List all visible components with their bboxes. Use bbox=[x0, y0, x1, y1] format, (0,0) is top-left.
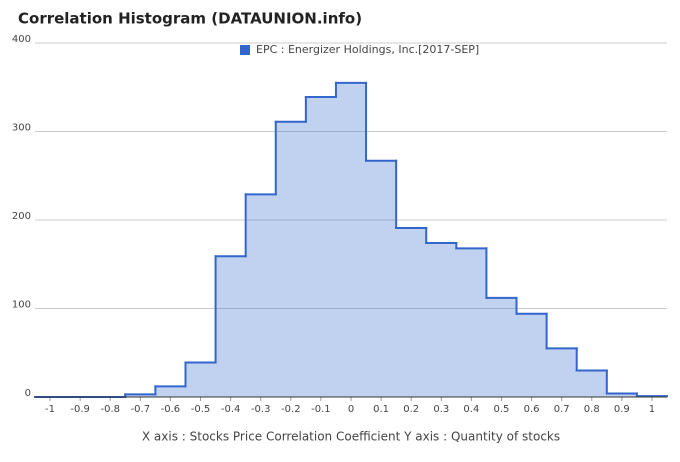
x-tick-label: -1 bbox=[45, 404, 55, 415]
x-tick-label: 1 bbox=[649, 404, 655, 415]
x-tick-label: 0.7 bbox=[554, 404, 570, 415]
x-tick-label: -0.3 bbox=[251, 404, 271, 415]
x-tick-label: -0.4 bbox=[221, 404, 241, 415]
bar bbox=[606, 393, 637, 397]
y-tick-label: 0 bbox=[25, 388, 31, 399]
bar bbox=[366, 160, 397, 397]
bar bbox=[125, 394, 156, 397]
bar bbox=[245, 194, 276, 397]
chart-title: Correlation Histogram (DATAUNION.info) bbox=[18, 10, 362, 28]
y-tick-label: 400 bbox=[12, 34, 31, 45]
legend-swatch bbox=[240, 45, 250, 55]
x-tick-label: -0.5 bbox=[191, 404, 211, 415]
x-tick-label: 0.9 bbox=[614, 404, 630, 415]
x-tick-label: 0.1 bbox=[373, 404, 389, 415]
x-tick-label: 0.3 bbox=[433, 404, 449, 415]
x-tick-label: -0.1 bbox=[311, 404, 331, 415]
y-tick-label: 100 bbox=[12, 300, 31, 311]
bar bbox=[396, 227, 427, 397]
x-tick-label: 0.6 bbox=[524, 404, 540, 415]
bar bbox=[335, 82, 367, 397]
x-tick-label: -0.6 bbox=[161, 404, 181, 415]
x-tick-label: 0.5 bbox=[494, 404, 510, 415]
x-axis-label: X axis : Stocks Price Correlation Coeffi… bbox=[142, 430, 560, 444]
y-tick-label: 200 bbox=[12, 211, 31, 222]
bar bbox=[576, 370, 607, 397]
bar bbox=[546, 348, 577, 397]
x-tick-label: 0.4 bbox=[463, 404, 479, 415]
bar bbox=[215, 256, 246, 397]
bar bbox=[486, 297, 517, 397]
x-tick-label: -0.7 bbox=[131, 404, 151, 415]
x-tick-label: -0.8 bbox=[100, 404, 120, 415]
bar bbox=[155, 386, 186, 397]
bar bbox=[426, 243, 457, 397]
bar bbox=[305, 96, 336, 398]
x-tick-label: -0.9 bbox=[70, 404, 90, 415]
y-tick-label: 300 bbox=[12, 123, 31, 134]
bar bbox=[185, 362, 216, 397]
bar bbox=[275, 121, 306, 397]
x-tick-label: 0.8 bbox=[584, 404, 600, 415]
bar bbox=[456, 248, 487, 397]
legend-label: EPC : Energizer Holdings, Inc.[2017-SEP] bbox=[256, 43, 479, 56]
x-tick-label: 0.2 bbox=[403, 404, 419, 415]
bar bbox=[516, 313, 547, 397]
x-tick-label: -0.2 bbox=[281, 404, 301, 415]
x-tick-label: 0 bbox=[348, 404, 354, 415]
